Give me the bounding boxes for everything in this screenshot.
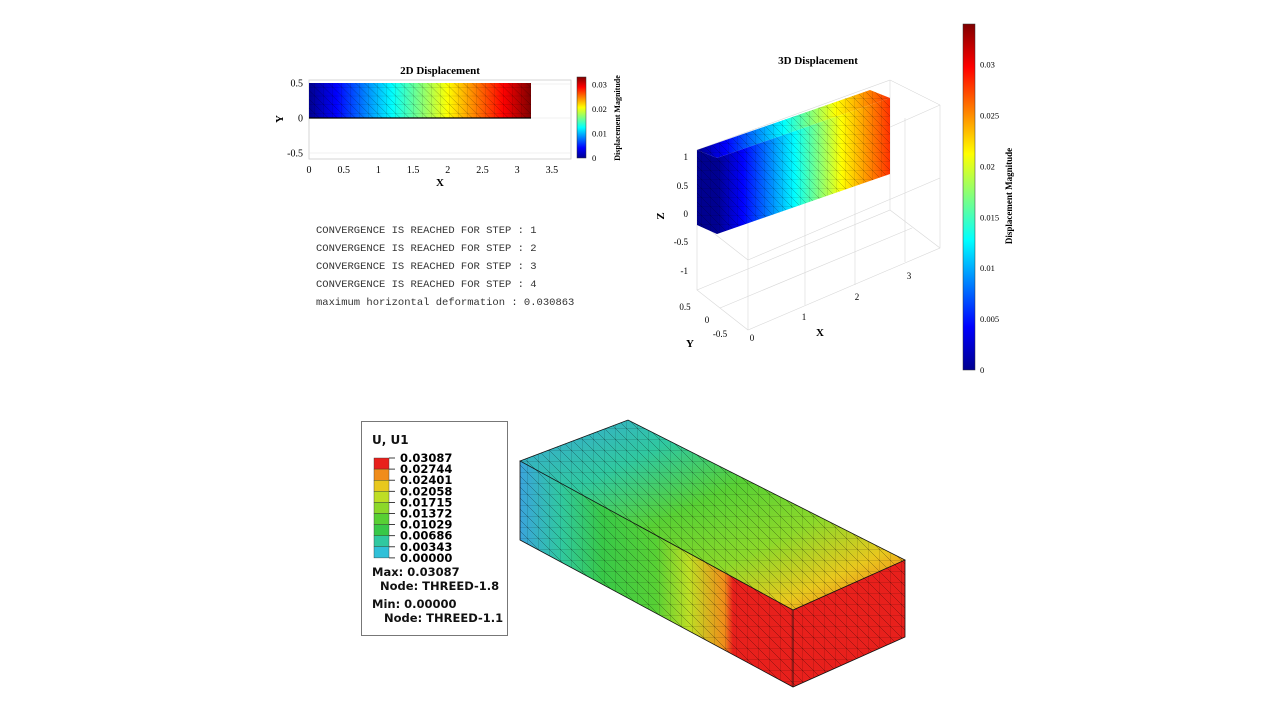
x-tick-label: 2.5 bbox=[476, 165, 489, 176]
colorbar-ticks-2d: 0.03 0.02 0.01 0 bbox=[592, 79, 607, 163]
y-axis-label-3d: Y bbox=[686, 338, 694, 350]
legend-title: U, U1 bbox=[372, 433, 409, 447]
x-tick-label: 2 bbox=[855, 292, 860, 302]
colorbar-tick-label: 0.015 bbox=[980, 212, 999, 222]
legend-colorbar: 0.030870.027440.024010.020580.017150.013… bbox=[373, 451, 452, 565]
legend-color-band bbox=[373, 468, 390, 481]
x-axis-label-2d: X bbox=[436, 177, 444, 189]
y-axis-label-2d: Y bbox=[274, 115, 286, 123]
legend-color-band bbox=[373, 502, 390, 514]
chart-title-3d: 3D Displacement bbox=[778, 55, 858, 67]
colorbar-tick-label: 0.02 bbox=[592, 104, 607, 114]
y-tick-label: 0.5 bbox=[291, 79, 304, 90]
x-tick-label: 3.5 bbox=[546, 165, 559, 176]
colorbar-label-3d: Displacement Magnitude bbox=[1004, 148, 1014, 244]
legend-level-label: 0.02401 bbox=[400, 473, 452, 487]
legend-color-band bbox=[373, 535, 390, 547]
console-line: maximum horizontal deformation : 0.03086… bbox=[316, 297, 575, 309]
z-tick-label: -1 bbox=[681, 266, 689, 276]
legend-level-label: 0.00000 bbox=[400, 551, 452, 565]
colorbar-tick-label: 0.01 bbox=[592, 128, 607, 138]
colorbar-tick-label: 0 bbox=[980, 365, 984, 375]
x-tick-label: 2 bbox=[445, 165, 450, 176]
x-tick-label: 3 bbox=[515, 165, 520, 176]
colorbar-tick-label: 0.025 bbox=[980, 111, 999, 121]
legend-level-label: 0.00686 bbox=[400, 529, 452, 543]
mesh-lines-2d bbox=[309, 83, 531, 118]
x-tick-label: 3 bbox=[907, 271, 912, 281]
y-ticks-3d: -0.50 0.5 bbox=[679, 302, 727, 339]
legend-color-band bbox=[373, 491, 390, 503]
y-tick-label: 0.5 bbox=[679, 302, 691, 312]
colorbar-tick-label: 0.01 bbox=[980, 263, 995, 273]
z-ticks-3d: 1 0.5 0 -0.5 -1 bbox=[674, 152, 689, 276]
colorbar-tick-label: 0.03 bbox=[980, 60, 995, 70]
x-tick-label: 1.5 bbox=[407, 165, 420, 176]
legend-color-band bbox=[373, 513, 390, 525]
legend-level-label: 0.02744 bbox=[400, 462, 452, 476]
legend-level-label: 0.01029 bbox=[400, 518, 452, 532]
colorbar-label-2d: Displacement Magnitude bbox=[613, 75, 622, 161]
legend-max-node: Node: THREED-1.8 bbox=[372, 579, 500, 593]
console-line: CONVERGENCE IS REACHED FOR STEP : 3 bbox=[316, 261, 537, 273]
legend-max-value: Max: 0.03087 bbox=[372, 565, 460, 579]
console-line: CONVERGENCE IS REACHED FOR STEP : 4 bbox=[316, 279, 537, 291]
z-tick-label: -0.5 bbox=[674, 237, 689, 247]
legend-level-label: 0.00343 bbox=[400, 540, 452, 554]
legend-min-value: Min: 0.00000 bbox=[372, 597, 457, 611]
legend-min-node: Node: THREED-1.1 bbox=[372, 611, 504, 625]
console-output: CONVERGENCE IS REACHED FOR STEP : 1 CONV… bbox=[316, 222, 574, 312]
contour-legend: U, U1 0.03087 0.02744 0.02401 0.02058 0.0171… bbox=[361, 421, 508, 636]
colorbar-3d bbox=[962, 23, 976, 371]
legend-level-label: 0.01715 bbox=[400, 495, 452, 509]
y-tick-label: -0.5 bbox=[713, 329, 728, 339]
legend-color-band bbox=[373, 480, 390, 492]
x-ticks-2d: 0 0.5 1 1.5 2 2.5 3 3.5 bbox=[307, 165, 559, 176]
axes-box-2d bbox=[308, 79, 572, 160]
z-axis-label-3d: Z bbox=[655, 212, 667, 219]
plot-2d: 2D Displacement 0 0.5 1 1.5 2 2.5 3 3.5 0.5 0 -0.… bbox=[274, 65, 622, 189]
x-tick-label: 1 bbox=[802, 312, 807, 322]
console-line: CONVERGENCE IS REACHED FOR STEP : 2 bbox=[316, 243, 537, 255]
y-tick-label: 0 bbox=[705, 315, 710, 325]
plot-abaqus bbox=[519, 419, 906, 688]
legend-color-band bbox=[373, 524, 390, 536]
legend-level-label: 0.02058 bbox=[400, 484, 452, 498]
colorbar-ticks-3d: 0.03 0.025 0.02 0.015 0.01 0.005 0 bbox=[980, 60, 999, 375]
legend-level-label: 0.01372 bbox=[400, 507, 452, 521]
y-tick-label: 0 bbox=[298, 114, 303, 125]
x-tick-label: 0 bbox=[750, 333, 755, 343]
x-tick-label: 1 bbox=[376, 165, 381, 176]
y-ticks-2d: 0.5 0 -0.5 bbox=[287, 79, 303, 160]
colorbar-tick-label: 0.005 bbox=[980, 314, 999, 324]
x-ticks-3d: 0 1 2 3 bbox=[750, 271, 912, 343]
x-axis-label-3d: X bbox=[816, 327, 824, 339]
z-tick-label: 0 bbox=[684, 209, 689, 219]
console-line: CONVERGENCE IS REACHED FOR STEP : 1 bbox=[316, 225, 537, 237]
colorbar-2d bbox=[576, 76, 587, 159]
legend-level-label: 0.03087 bbox=[400, 451, 452, 465]
x-tick-label: 0.5 bbox=[337, 165, 350, 176]
legend-color-band bbox=[373, 546, 390, 559]
colorbar-tick-label: 0.03 bbox=[592, 79, 607, 89]
colorbar-tick-label: 0.02 bbox=[980, 161, 995, 171]
colorbar-tick-label: 0 bbox=[592, 153, 596, 163]
y-tick-label: -0.5 bbox=[287, 149, 303, 160]
x-tick-label: 0 bbox=[307, 165, 312, 176]
legend-color-band bbox=[373, 457, 390, 470]
chart-title-2d: 2D Displacement bbox=[400, 65, 480, 77]
z-tick-label: 1 bbox=[684, 152, 689, 162]
z-tick-label: 0.5 bbox=[677, 181, 689, 191]
